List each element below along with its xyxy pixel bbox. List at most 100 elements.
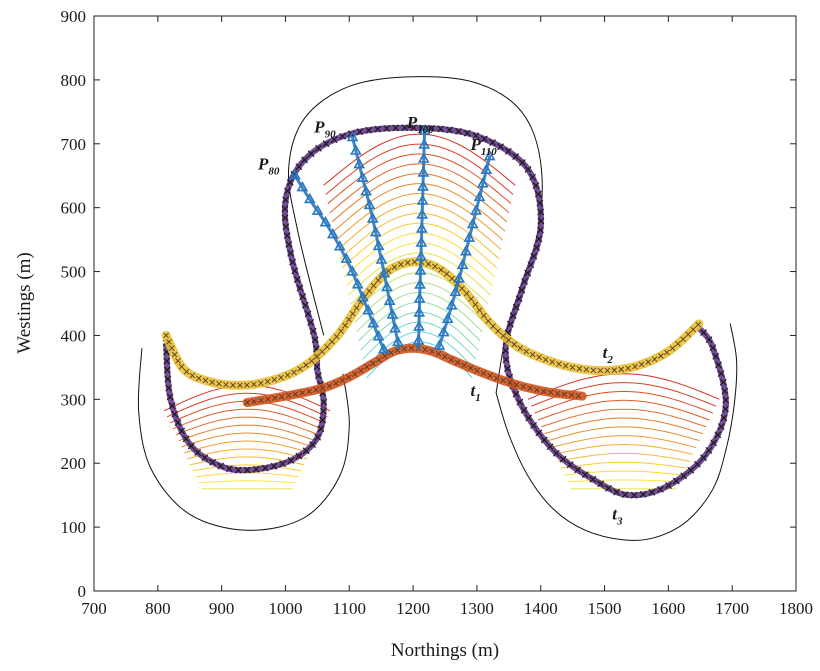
series-point-t2 xyxy=(244,382,250,388)
sensor-marker xyxy=(285,241,293,248)
sensor-marker xyxy=(516,398,524,406)
series-point-t2 xyxy=(675,341,681,347)
sensor-marker xyxy=(712,352,720,360)
series-point-t2 xyxy=(353,304,360,311)
sensor-marker xyxy=(527,261,535,269)
series-point-t2 xyxy=(625,365,631,372)
sensor-marker xyxy=(705,336,713,344)
series-point-P100 xyxy=(413,292,426,303)
series-point-t1 xyxy=(364,364,370,370)
sensor-marker xyxy=(709,344,717,352)
sensor-marker xyxy=(472,132,480,140)
series-point-t2 xyxy=(257,380,264,386)
series-point-t1 xyxy=(278,393,285,400)
y-tick-label: 800 xyxy=(61,71,87,90)
series-point-P90 xyxy=(389,322,401,333)
sensor-marker xyxy=(502,356,510,364)
series-point-P110 xyxy=(463,231,476,242)
x-tick-label: 1100 xyxy=(333,599,366,618)
series-point-t1 xyxy=(376,357,382,363)
series-point-t1 xyxy=(299,390,306,396)
series-point-t2 xyxy=(324,343,330,350)
x-tick-label: 1300 xyxy=(460,599,494,618)
series-point-P90 xyxy=(350,144,362,155)
series-label-subscript: 3 xyxy=(616,515,623,527)
series-point-t1 xyxy=(388,349,394,356)
sensor-marker xyxy=(314,144,322,152)
sensor-marker xyxy=(296,284,304,292)
series-point-t1 xyxy=(448,356,455,363)
series-point-t2 xyxy=(562,363,569,369)
sensor-marker xyxy=(639,490,647,498)
series-point-t2 xyxy=(680,336,686,342)
sensor-marker xyxy=(672,477,680,485)
series-point-t2 xyxy=(529,351,536,358)
sensor-marker xyxy=(687,466,695,474)
series-label-P100: P100 xyxy=(406,113,434,136)
sensor-marker xyxy=(717,370,725,377)
series-point-t2 xyxy=(163,332,169,339)
series-point-t2 xyxy=(690,326,697,333)
series-point-t2 xyxy=(209,379,216,386)
series-point-t1 xyxy=(480,370,487,377)
series-point-P110 xyxy=(460,245,472,256)
sensor-marker xyxy=(313,363,321,371)
sensor-marker xyxy=(512,390,520,398)
sensor-marker xyxy=(533,244,541,252)
sensor-marker xyxy=(182,435,190,443)
sensor-marker xyxy=(504,365,511,372)
series-point-t2 xyxy=(319,348,325,355)
series-point-t2 xyxy=(618,366,625,373)
sensor-marker xyxy=(589,475,597,483)
contour-line xyxy=(557,452,690,462)
series-point-t1 xyxy=(258,397,264,404)
series-point-t2 xyxy=(463,290,470,297)
sensor-marker xyxy=(552,449,560,457)
sensor-marker xyxy=(320,407,327,415)
series-label-subscript: 80 xyxy=(268,165,280,177)
series-point-P110 xyxy=(483,149,496,161)
series-point-t1 xyxy=(540,388,547,395)
sensor-marker xyxy=(605,484,612,492)
sensor-marker xyxy=(287,457,295,464)
series-point-t2 xyxy=(490,323,496,330)
series-point-t1 xyxy=(527,385,533,392)
series-point-t2 xyxy=(632,363,638,370)
sensor-marker xyxy=(287,249,295,257)
series-point-t1 xyxy=(520,383,527,390)
series-point-t1 xyxy=(467,365,474,371)
series-point-t2 xyxy=(556,361,562,367)
series-point-t1 xyxy=(461,362,467,369)
series-line-t1 xyxy=(242,343,587,407)
series-point-t1 xyxy=(251,398,257,405)
x-tick-label: 1600 xyxy=(651,599,685,618)
sensor-marker xyxy=(648,488,656,496)
x-axis-label: Northings (m) xyxy=(391,640,499,661)
series-point-t2 xyxy=(314,353,320,360)
series-point-P90 xyxy=(369,225,382,237)
contour-line xyxy=(527,373,720,400)
sensor-marker xyxy=(546,443,554,451)
series-point-P100 xyxy=(415,250,427,261)
sensor-marker xyxy=(722,405,729,413)
sensor-marker xyxy=(480,135,488,143)
series-point-P80 xyxy=(296,180,309,192)
series-label-P90: P90 xyxy=(313,117,336,140)
sensor-marker xyxy=(314,433,322,441)
series-label-subscript: 1 xyxy=(475,392,481,404)
series-point-t1 xyxy=(265,396,271,403)
sensor-marker xyxy=(714,431,722,439)
series-point-P100 xyxy=(415,222,428,233)
series-point-t1 xyxy=(534,387,540,393)
series-point-P80 xyxy=(326,227,339,239)
sensor-marker xyxy=(535,235,543,243)
series-point-t2 xyxy=(333,333,340,340)
series-point-t2 xyxy=(370,282,377,289)
series-point-t2 xyxy=(189,372,196,379)
series-point-t1 xyxy=(370,360,376,367)
series-point-P110 xyxy=(453,272,465,283)
series-point-t2 xyxy=(329,338,335,345)
series-point-t2 xyxy=(168,345,175,352)
